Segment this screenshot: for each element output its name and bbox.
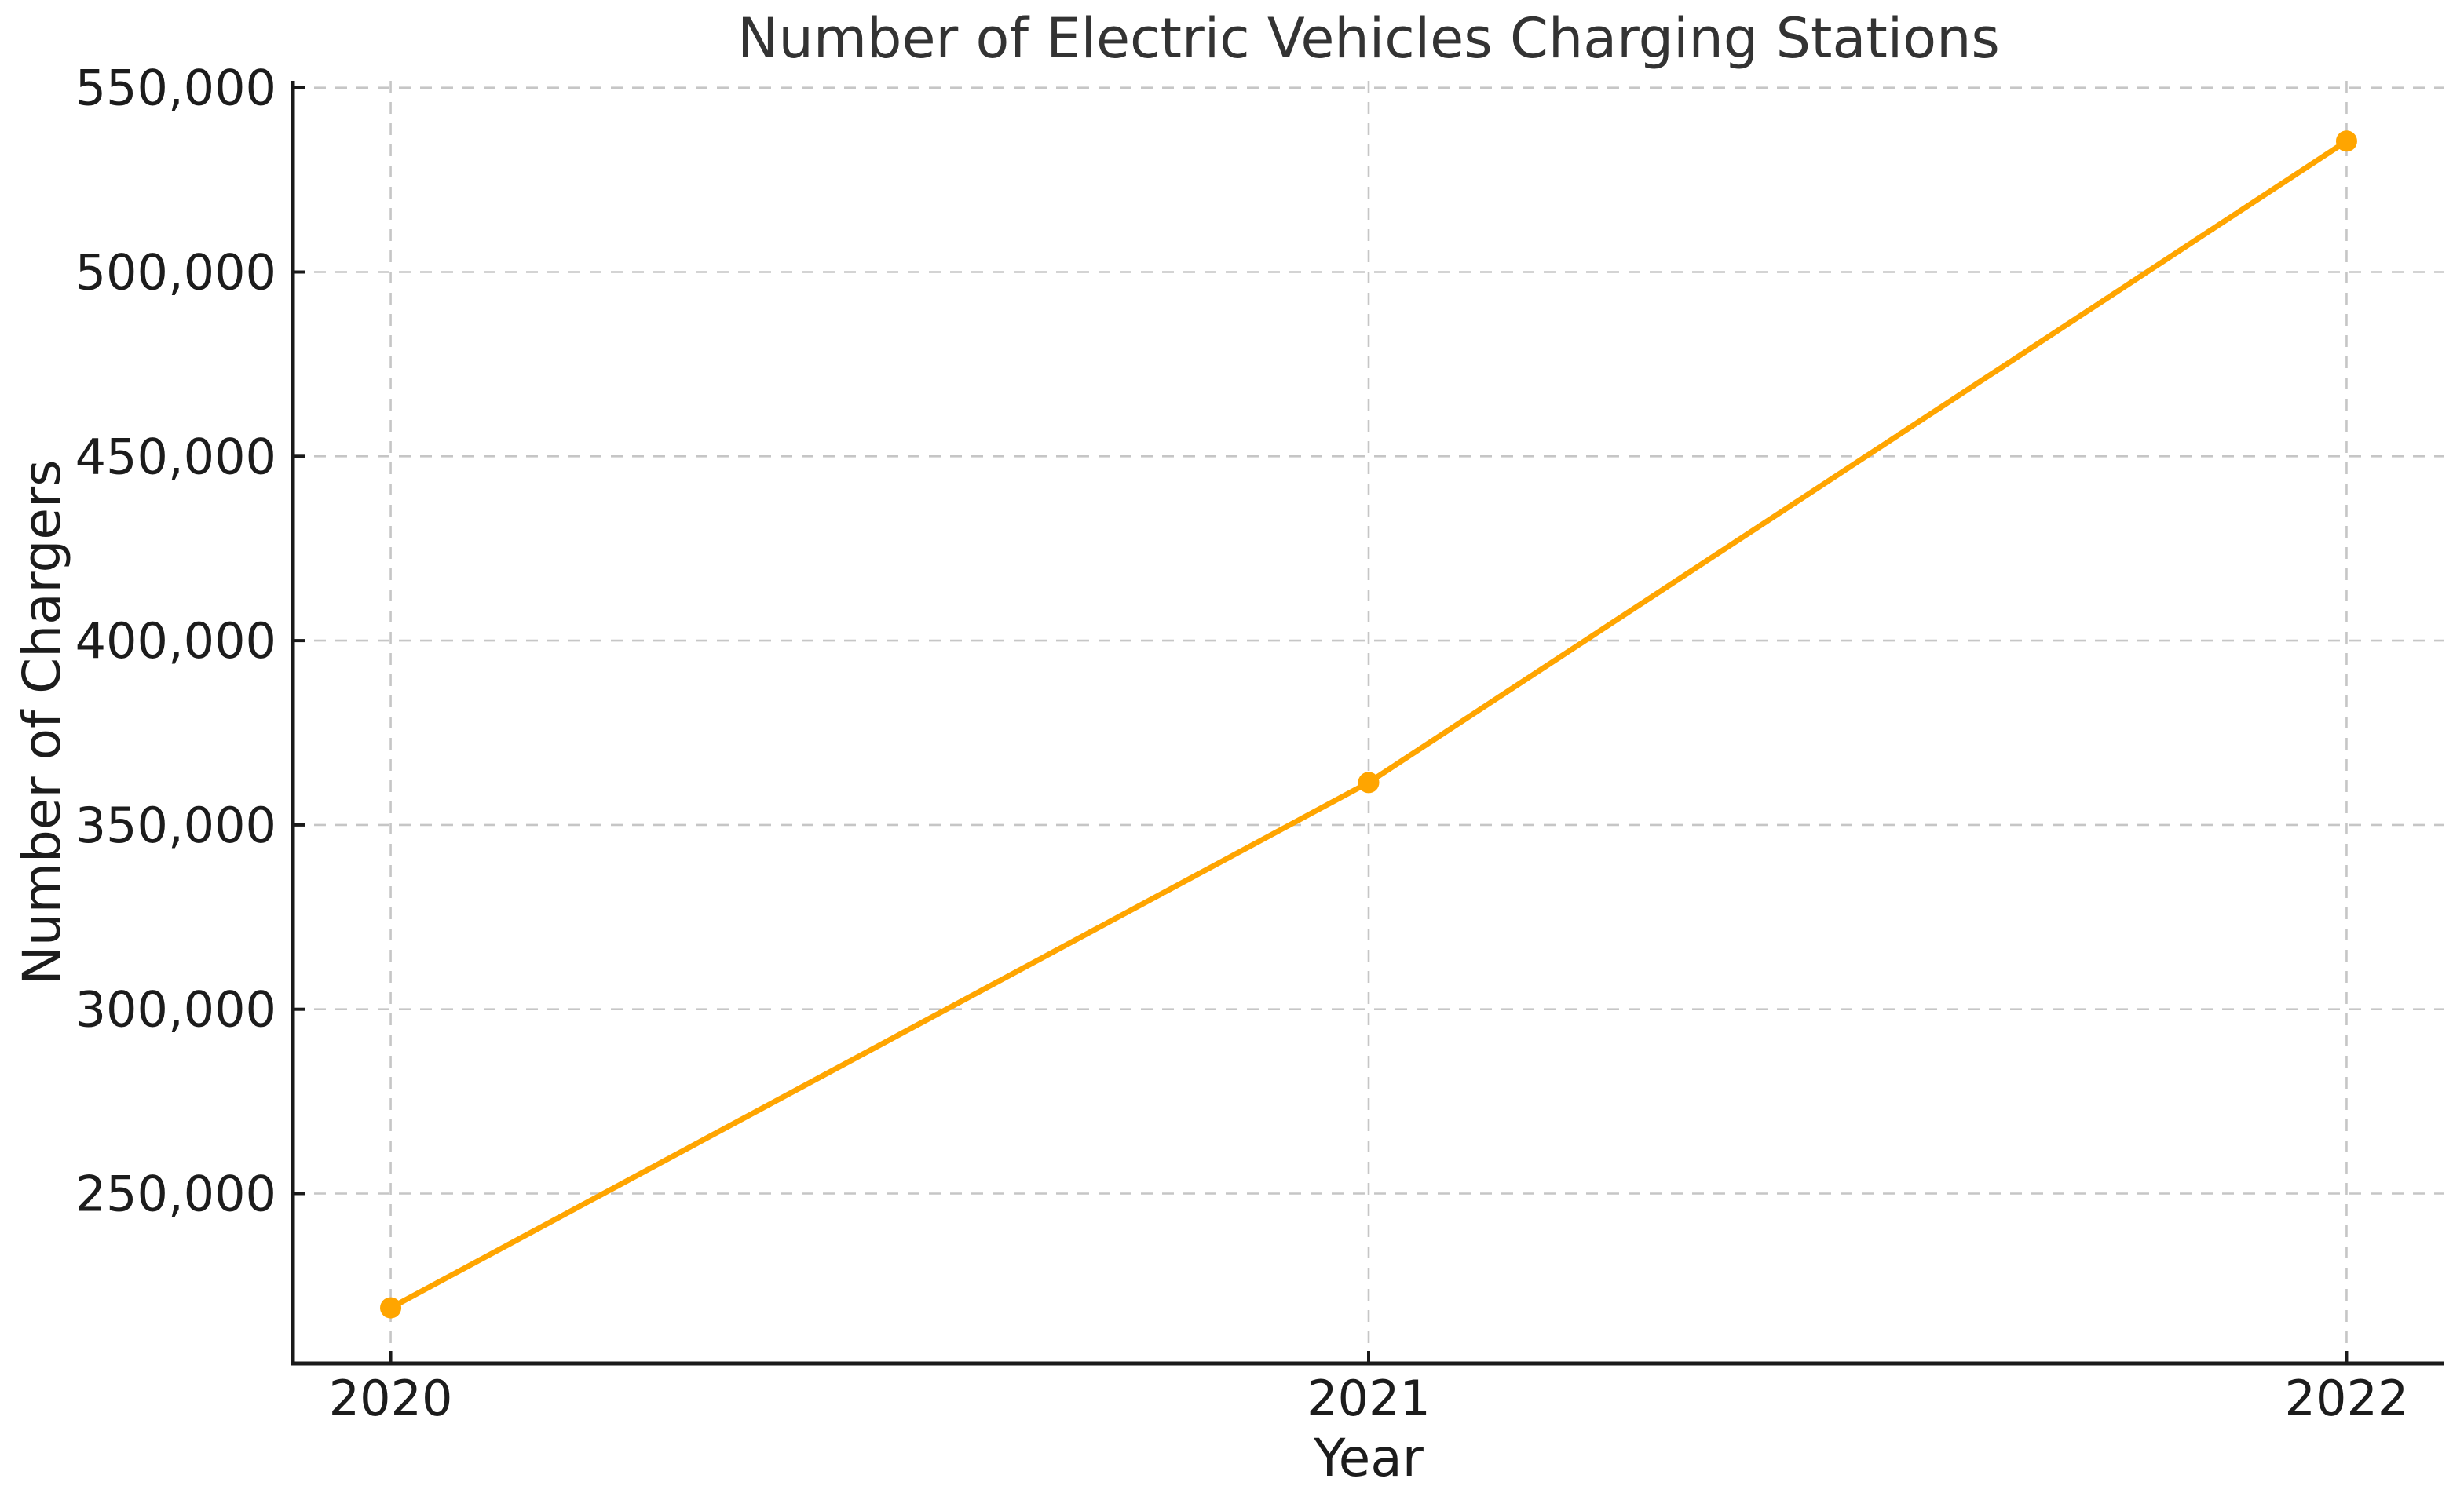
x-tick-labels: 2020 2021 2022 xyxy=(329,1370,2409,1427)
y-tick-label: 500,000 xyxy=(75,243,276,301)
gridlines xyxy=(293,81,2444,1363)
data-point-marker xyxy=(380,1297,402,1319)
x-axis-label: Year xyxy=(1313,1428,1424,1488)
y-tick-label: 250,000 xyxy=(75,1166,276,1223)
y-tick-label: 350,000 xyxy=(75,797,276,854)
x-tick-label: 2020 xyxy=(329,1370,453,1427)
y-tick-labels: 250,000 300,000 350,000 400,000 450,000 500,0… xyxy=(75,60,276,1223)
data-series xyxy=(380,130,2357,1319)
y-tick-label: 450,000 xyxy=(75,428,276,485)
chart-title: Number of Electric Vehicles Charging Sta… xyxy=(737,6,2000,71)
x-tick-label: 2022 xyxy=(2285,1370,2409,1427)
axis-ticks xyxy=(293,86,2349,1363)
x-tick-label: 2021 xyxy=(1307,1370,1431,1427)
data-point-marker xyxy=(1358,772,1380,794)
data-point-marker xyxy=(2335,130,2357,152)
y-tick-label: 300,000 xyxy=(75,981,276,1039)
y-axis-label: Number of Chargers xyxy=(12,459,72,984)
y-tick-label: 400,000 xyxy=(75,612,276,670)
y-tick-label: 550,000 xyxy=(75,60,276,117)
